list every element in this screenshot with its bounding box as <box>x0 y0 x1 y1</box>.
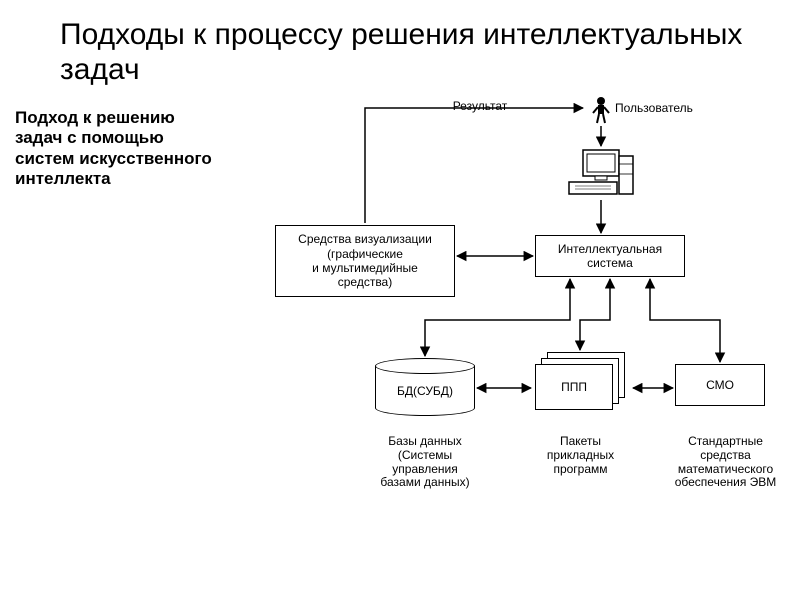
page-subtitle: Подход к решениюзадач с помощьюсистем ис… <box>15 108 212 190</box>
connectors <box>245 100 785 570</box>
page-title: Подходы к процессу решения интеллектуаль… <box>60 18 800 87</box>
flowchart: Результат Пользователь Средства визуализ… <box>245 100 785 570</box>
